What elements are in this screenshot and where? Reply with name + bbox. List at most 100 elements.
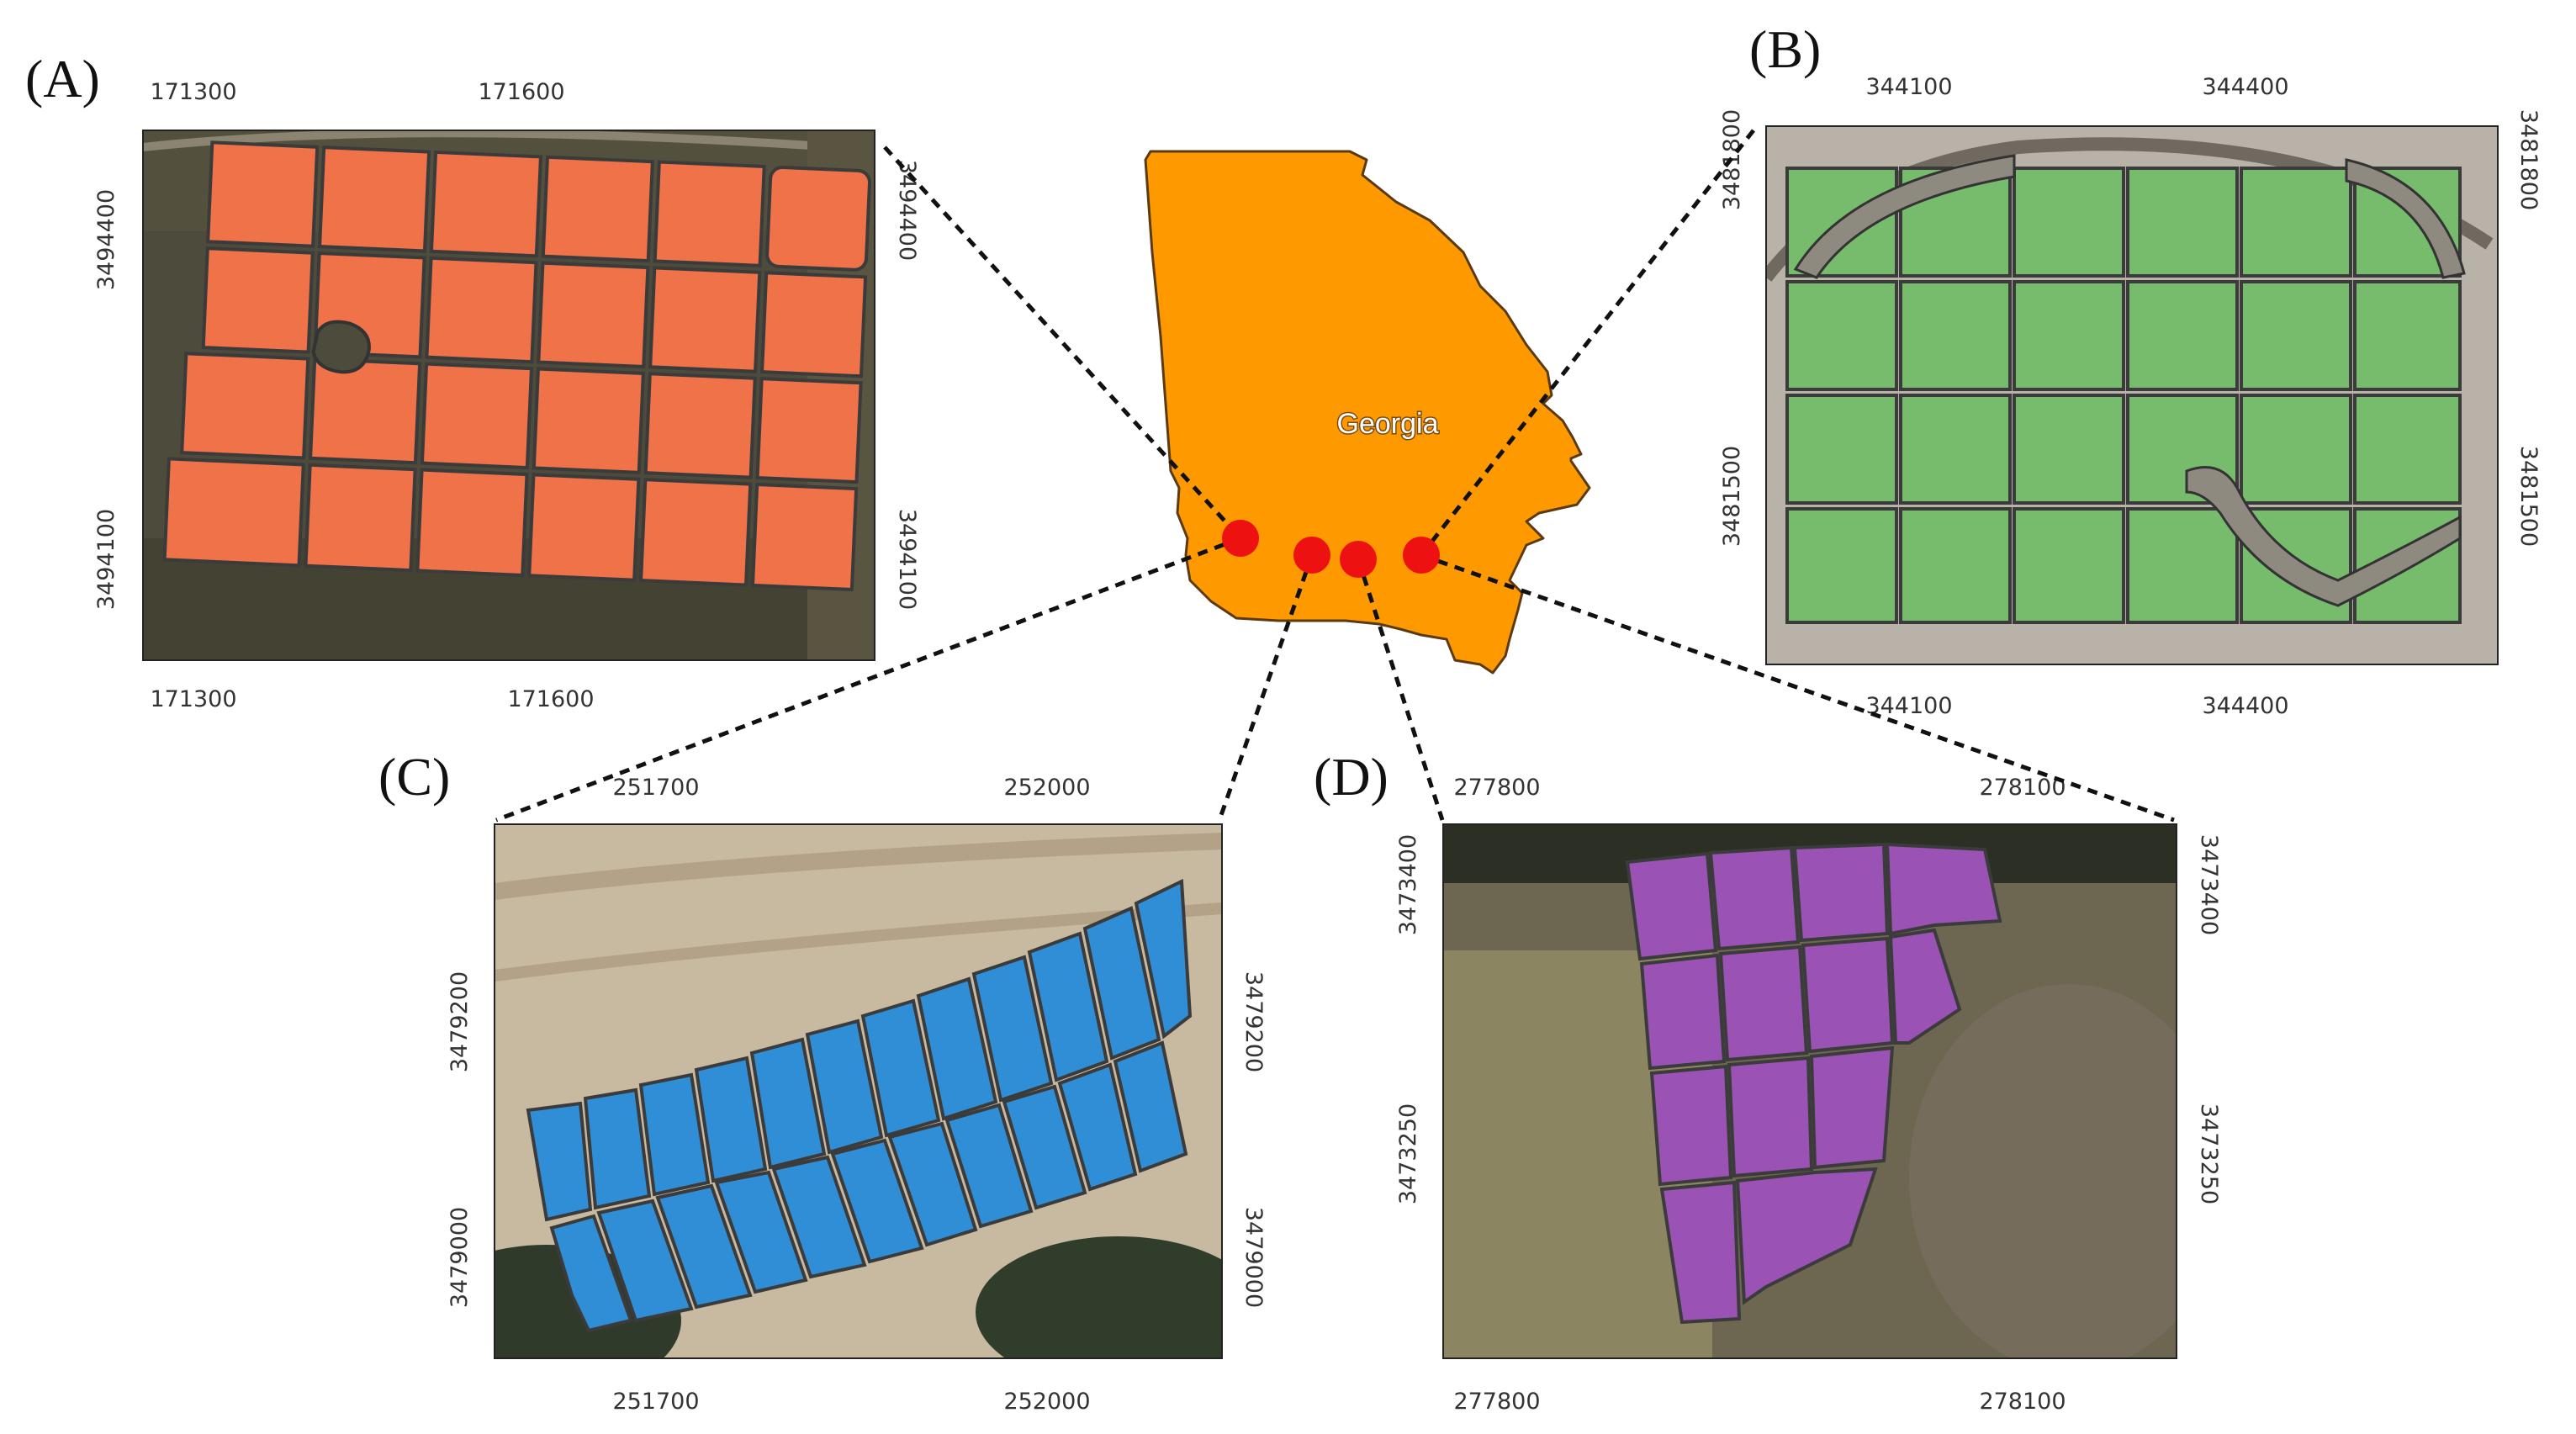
field-cell bbox=[2240, 280, 2352, 391]
panel-c-x-tick-top-1: 251700 bbox=[612, 775, 699, 801]
field-cell bbox=[2126, 167, 2239, 278]
field-cell bbox=[1659, 1180, 1742, 1325]
panel-a-frame bbox=[142, 130, 875, 661]
site-marker-c bbox=[1293, 537, 1330, 574]
panel-d-y-tick-right-1: 3473400 bbox=[2196, 834, 2222, 935]
panel-b-frame bbox=[1765, 125, 2499, 665]
panel-a-field-grid bbox=[162, 140, 872, 592]
field-cell bbox=[308, 357, 422, 465]
panel-a-y-tick-left-1: 3494400 bbox=[93, 189, 119, 290]
field-cell bbox=[583, 1087, 652, 1210]
field-cell bbox=[638, 1072, 711, 1197]
panel-a-y-tick-right-2: 3494100 bbox=[894, 509, 920, 610]
field-cell bbox=[860, 998, 941, 1138]
field-cell bbox=[655, 1183, 753, 1310]
field-cell bbox=[1888, 928, 1962, 1045]
field-cell bbox=[1708, 845, 1801, 951]
field-cell bbox=[759, 271, 868, 378]
panel-d-x-tick-bottom-2: 278100 bbox=[1979, 1389, 2066, 1415]
field-cell bbox=[415, 468, 529, 578]
panel-d-label: (D) bbox=[1314, 747, 1389, 807]
field-cell bbox=[425, 256, 538, 364]
panel-c-y-tick-right-2: 3479000 bbox=[1240, 1207, 1267, 1308]
field-cell bbox=[755, 377, 863, 484]
panel-b-y-tick-right-2: 3481500 bbox=[2515, 446, 2542, 547]
field-cell bbox=[2240, 394, 2352, 505]
panel-a-x-tick-bottom-2: 171600 bbox=[507, 686, 594, 712]
panel-b: (B) bbox=[1719, 19, 2542, 719]
panel-d-x-tick-bottom-1: 277800 bbox=[1453, 1389, 1540, 1415]
panel-b-y-tick-left-2: 3481500 bbox=[1719, 446, 1745, 547]
field-cell bbox=[1727, 1056, 1814, 1178]
field-cell bbox=[2353, 394, 2462, 505]
panel-c-field-grid bbox=[526, 878, 1193, 1333]
panel-c-y-tick-left-1: 3479200 bbox=[447, 971, 473, 1072]
field-cell bbox=[916, 976, 998, 1121]
field-cell bbox=[653, 160, 766, 267]
field-cell bbox=[639, 478, 753, 587]
field-cell bbox=[830, 1138, 924, 1264]
panel-b-y-tick-right-1: 3481800 bbox=[2515, 109, 2542, 210]
field-cell bbox=[1809, 1045, 1895, 1170]
field-cell bbox=[749, 1037, 827, 1170]
field-cell bbox=[1134, 878, 1193, 1040]
field-cell bbox=[1785, 280, 1898, 391]
leader-line-c-left bbox=[495, 536, 1241, 823]
panel-a-x-tick-bottom-1: 171300 bbox=[150, 686, 236, 712]
field-cell bbox=[1899, 394, 2012, 505]
field-cell bbox=[206, 140, 320, 248]
field-cell bbox=[643, 372, 757, 479]
panel-b-x-tick-bottom-2: 344400 bbox=[2202, 693, 2288, 719]
field-cell bbox=[2126, 507, 2239, 624]
panel-d-frame bbox=[1442, 823, 2177, 1359]
panel-a-y-tick-left-2: 3494100 bbox=[93, 509, 119, 610]
field-cell bbox=[420, 362, 534, 470]
field-cell bbox=[1785, 507, 1898, 624]
field-cell bbox=[180, 352, 310, 460]
field-cell bbox=[549, 1214, 633, 1333]
panel-c-y-tick-left-2: 3479000 bbox=[447, 1207, 473, 1308]
leader-line-c-right bbox=[1217, 554, 1314, 821]
panel-a: (A) bbox=[25, 49, 920, 712]
panel-d-field-grid bbox=[1625, 842, 2002, 1325]
site-marker-d bbox=[1340, 541, 1377, 578]
field-cell bbox=[1082, 906, 1161, 1061]
field-cell bbox=[537, 261, 650, 369]
leader-line-d-right bbox=[1420, 553, 2175, 823]
field-cell bbox=[805, 1019, 884, 1155]
field-cell bbox=[1625, 851, 1718, 961]
panel-d: (D) 277800 278100 277800 278100 3473 bbox=[1314, 747, 2222, 1415]
leader-line-b bbox=[1420, 129, 1755, 557]
panel-b-field-grid bbox=[1785, 154, 2466, 624]
panel-d-x-tick-top-2: 278100 bbox=[1979, 775, 2066, 801]
field-cell bbox=[887, 1121, 978, 1247]
panel-a-x-tick-top-2: 171600 bbox=[478, 79, 564, 105]
field-cell bbox=[2126, 280, 2239, 391]
field-cell bbox=[162, 457, 305, 568]
field-cell bbox=[1002, 1084, 1087, 1210]
panel-c-label: (C) bbox=[378, 747, 450, 807]
field-cell bbox=[1639, 953, 1727, 1071]
panel-b-label: (B) bbox=[1749, 19, 1821, 79]
field-cell bbox=[750, 482, 859, 592]
field-cell bbox=[1735, 1167, 1878, 1305]
site-marker-b bbox=[1403, 537, 1440, 574]
field-cell bbox=[1885, 842, 2002, 936]
panel-d-y-tick-left-1: 3473400 bbox=[1395, 834, 1421, 935]
field-cell bbox=[527, 473, 641, 582]
panel-d-y-tick-right-2: 3473250 bbox=[2196, 1103, 2222, 1204]
field-cell bbox=[1649, 1064, 1733, 1187]
panel-b-x-tick-top-2: 344400 bbox=[2202, 74, 2288, 100]
field-cell bbox=[765, 165, 872, 272]
panel-c-x-tick-top-2: 252000 bbox=[1003, 775, 1090, 801]
field-cell bbox=[694, 1056, 768, 1183]
field-cell bbox=[944, 1103, 1034, 1229]
field-cell bbox=[201, 246, 315, 354]
field-cell bbox=[596, 1199, 694, 1323]
field-cell bbox=[541, 155, 654, 263]
field-cell bbox=[1899, 507, 2012, 624]
field-cell bbox=[1027, 931, 1109, 1082]
leader-lines bbox=[495, 129, 2175, 823]
panel-a-y-tick-right-1: 3494400 bbox=[894, 160, 920, 261]
